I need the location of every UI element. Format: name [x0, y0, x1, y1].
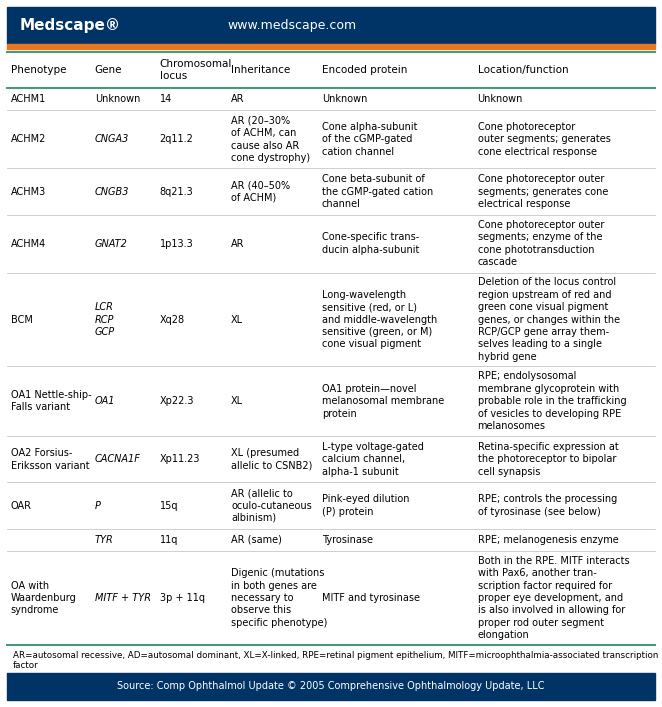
Text: Cone beta-subunit of
the cGMP-gated cation
channel: Cone beta-subunit of the cGMP-gated cati…: [322, 174, 433, 209]
Text: OAR: OAR: [11, 501, 32, 510]
Text: Pink-eyed dilution
(P) protein: Pink-eyed dilution (P) protein: [322, 494, 409, 517]
Text: GNAT2: GNAT2: [95, 239, 128, 249]
Text: RPE; endolysosomal
membrane glycoprotein with
probable role in the trafficking
o: RPE; endolysosomal membrane glycoprotein…: [477, 371, 626, 431]
Text: 8q21.3: 8q21.3: [160, 187, 193, 197]
Text: OA2 Forsius-
Eriksson variant: OA2 Forsius- Eriksson variant: [11, 448, 89, 471]
Text: Inheritance: Inheritance: [231, 65, 291, 75]
Text: CNGA3: CNGA3: [95, 134, 129, 144]
Text: XL: XL: [231, 315, 243, 325]
Text: Unknown: Unknown: [322, 94, 367, 104]
Text: 11q: 11q: [160, 535, 178, 545]
Text: Both in the RPE. MITF interacts
with Pax6, another tran-
scription factor requir: Both in the RPE. MITF interacts with Pax…: [477, 556, 630, 640]
Text: Chromosomal
locus: Chromosomal locus: [160, 59, 232, 81]
Text: ACHM1: ACHM1: [11, 94, 46, 104]
Text: P: P: [95, 501, 101, 510]
Text: MITF + TYR: MITF + TYR: [95, 593, 151, 603]
Text: OA1 Nettle-ship-
Falls variant: OA1 Nettle-ship- Falls variant: [11, 390, 91, 412]
Text: 15q: 15q: [160, 501, 178, 510]
Text: AR: AR: [231, 239, 244, 249]
Text: Phenotype: Phenotype: [11, 65, 66, 75]
Text: Long-wavelength
sensitive (red, or L)
and middle-wavelength
sensitive (green, or: Long-wavelength sensitive (red, or L) an…: [322, 290, 437, 349]
Text: Source: Comp Ophthalmol Update © 2005 Comprehensive Ophthalmology Update, LLC: Source: Comp Ophthalmol Update © 2005 Co…: [117, 682, 545, 691]
Text: Cone-specific trans-
ducin alpha-subunit: Cone-specific trans- ducin alpha-subunit: [322, 233, 419, 255]
Text: 3p + 11q: 3p + 11q: [160, 593, 205, 603]
Text: Cone photoreceptor
outer segments; generates
cone electrical response: Cone photoreceptor outer segments; gener…: [477, 122, 610, 157]
Text: Gene: Gene: [95, 65, 122, 75]
Text: 14: 14: [160, 94, 172, 104]
Text: OA1 protein—novel
melanosomal membrane
protein: OA1 protein—novel melanosomal membrane p…: [322, 384, 444, 419]
Text: AR (allelic to
oculo-cutaneous
albinism): AR (allelic to oculo-cutaneous albinism): [231, 488, 312, 523]
Text: XL: XL: [231, 397, 243, 407]
Text: ACHM2: ACHM2: [11, 134, 46, 144]
Text: www.medscape.com: www.medscape.com: [227, 19, 356, 32]
Text: AR (20–30%
of ACHM, can
cause also AR
cone dystrophy): AR (20–30% of ACHM, can cause also AR co…: [231, 116, 310, 163]
Text: ACHM3: ACHM3: [11, 187, 46, 197]
Text: AR: AR: [231, 94, 244, 104]
Text: Tyrosinase: Tyrosinase: [322, 535, 373, 545]
Text: Cone alpha-subunit
of the cGMP-gated
cation channel: Cone alpha-subunit of the cGMP-gated cat…: [322, 122, 418, 157]
Text: ACHM4: ACHM4: [11, 239, 46, 249]
Text: Location/function: Location/function: [477, 65, 568, 75]
Text: TYR: TYR: [95, 535, 114, 545]
Text: Xp11.23: Xp11.23: [160, 455, 200, 464]
Text: Xp22.3: Xp22.3: [160, 397, 194, 407]
Text: OA with
Waardenburg
syndrome: OA with Waardenburg syndrome: [11, 580, 76, 615]
Text: Unknown: Unknown: [95, 94, 140, 104]
Text: Encoded protein: Encoded protein: [322, 65, 407, 75]
Text: 2q11.2: 2q11.2: [160, 134, 193, 144]
Text: Xq28: Xq28: [160, 315, 185, 325]
Text: Cone photoreceptor outer
segments; generates cone
electrical response: Cone photoreceptor outer segments; gener…: [477, 174, 608, 209]
Text: Cone photoreceptor outer
segments; enzyme of the
cone phototransduction
cascade: Cone photoreceptor outer segments; enzym…: [477, 220, 604, 267]
Text: BCM: BCM: [11, 315, 32, 325]
Text: OA1: OA1: [95, 397, 115, 407]
Text: Unknown: Unknown: [477, 94, 523, 104]
Text: AR (same): AR (same): [231, 535, 282, 545]
Text: Deletion of the locus control
region upstream of red and
green cone visual pigme: Deletion of the locus control region ups…: [477, 277, 620, 362]
Text: Digenic (mutations
in both genes are
necessary to
observe this
specific phenotyp: Digenic (mutations in both genes are nec…: [231, 568, 328, 628]
Text: MITF and tyrosinase: MITF and tyrosinase: [322, 593, 420, 603]
Text: XL (presumed
allelic to CSNB2): XL (presumed allelic to CSNB2): [231, 448, 312, 471]
Text: LCR
RCP
GCP: LCR RCP GCP: [95, 302, 115, 337]
Text: 1p13.3: 1p13.3: [160, 239, 193, 249]
Text: Retina-specific expression at
the photoreceptor to bipolar
cell synapsis: Retina-specific expression at the photor…: [477, 442, 618, 477]
Text: RPE; controls the processing
of tyrosinase (see below): RPE; controls the processing of tyrosina…: [477, 494, 617, 517]
Text: Medscape®: Medscape®: [20, 18, 120, 33]
Text: L-type voltage-gated
calcium channel,
alpha-1 subunit: L-type voltage-gated calcium channel, al…: [322, 442, 424, 477]
Text: AR (40–50%
of ACHM): AR (40–50% of ACHM): [231, 180, 290, 203]
Text: RPE; melanogenesis enzyme: RPE; melanogenesis enzyme: [477, 535, 618, 545]
Text: CNGB3: CNGB3: [95, 187, 129, 197]
Text: CACNA1F: CACNA1F: [95, 455, 141, 464]
Text: AR=autosomal recessive, AD=autosomal dominant, XL=X-linked, RPE=retinal pigment : AR=autosomal recessive, AD=autosomal dom…: [13, 651, 659, 670]
